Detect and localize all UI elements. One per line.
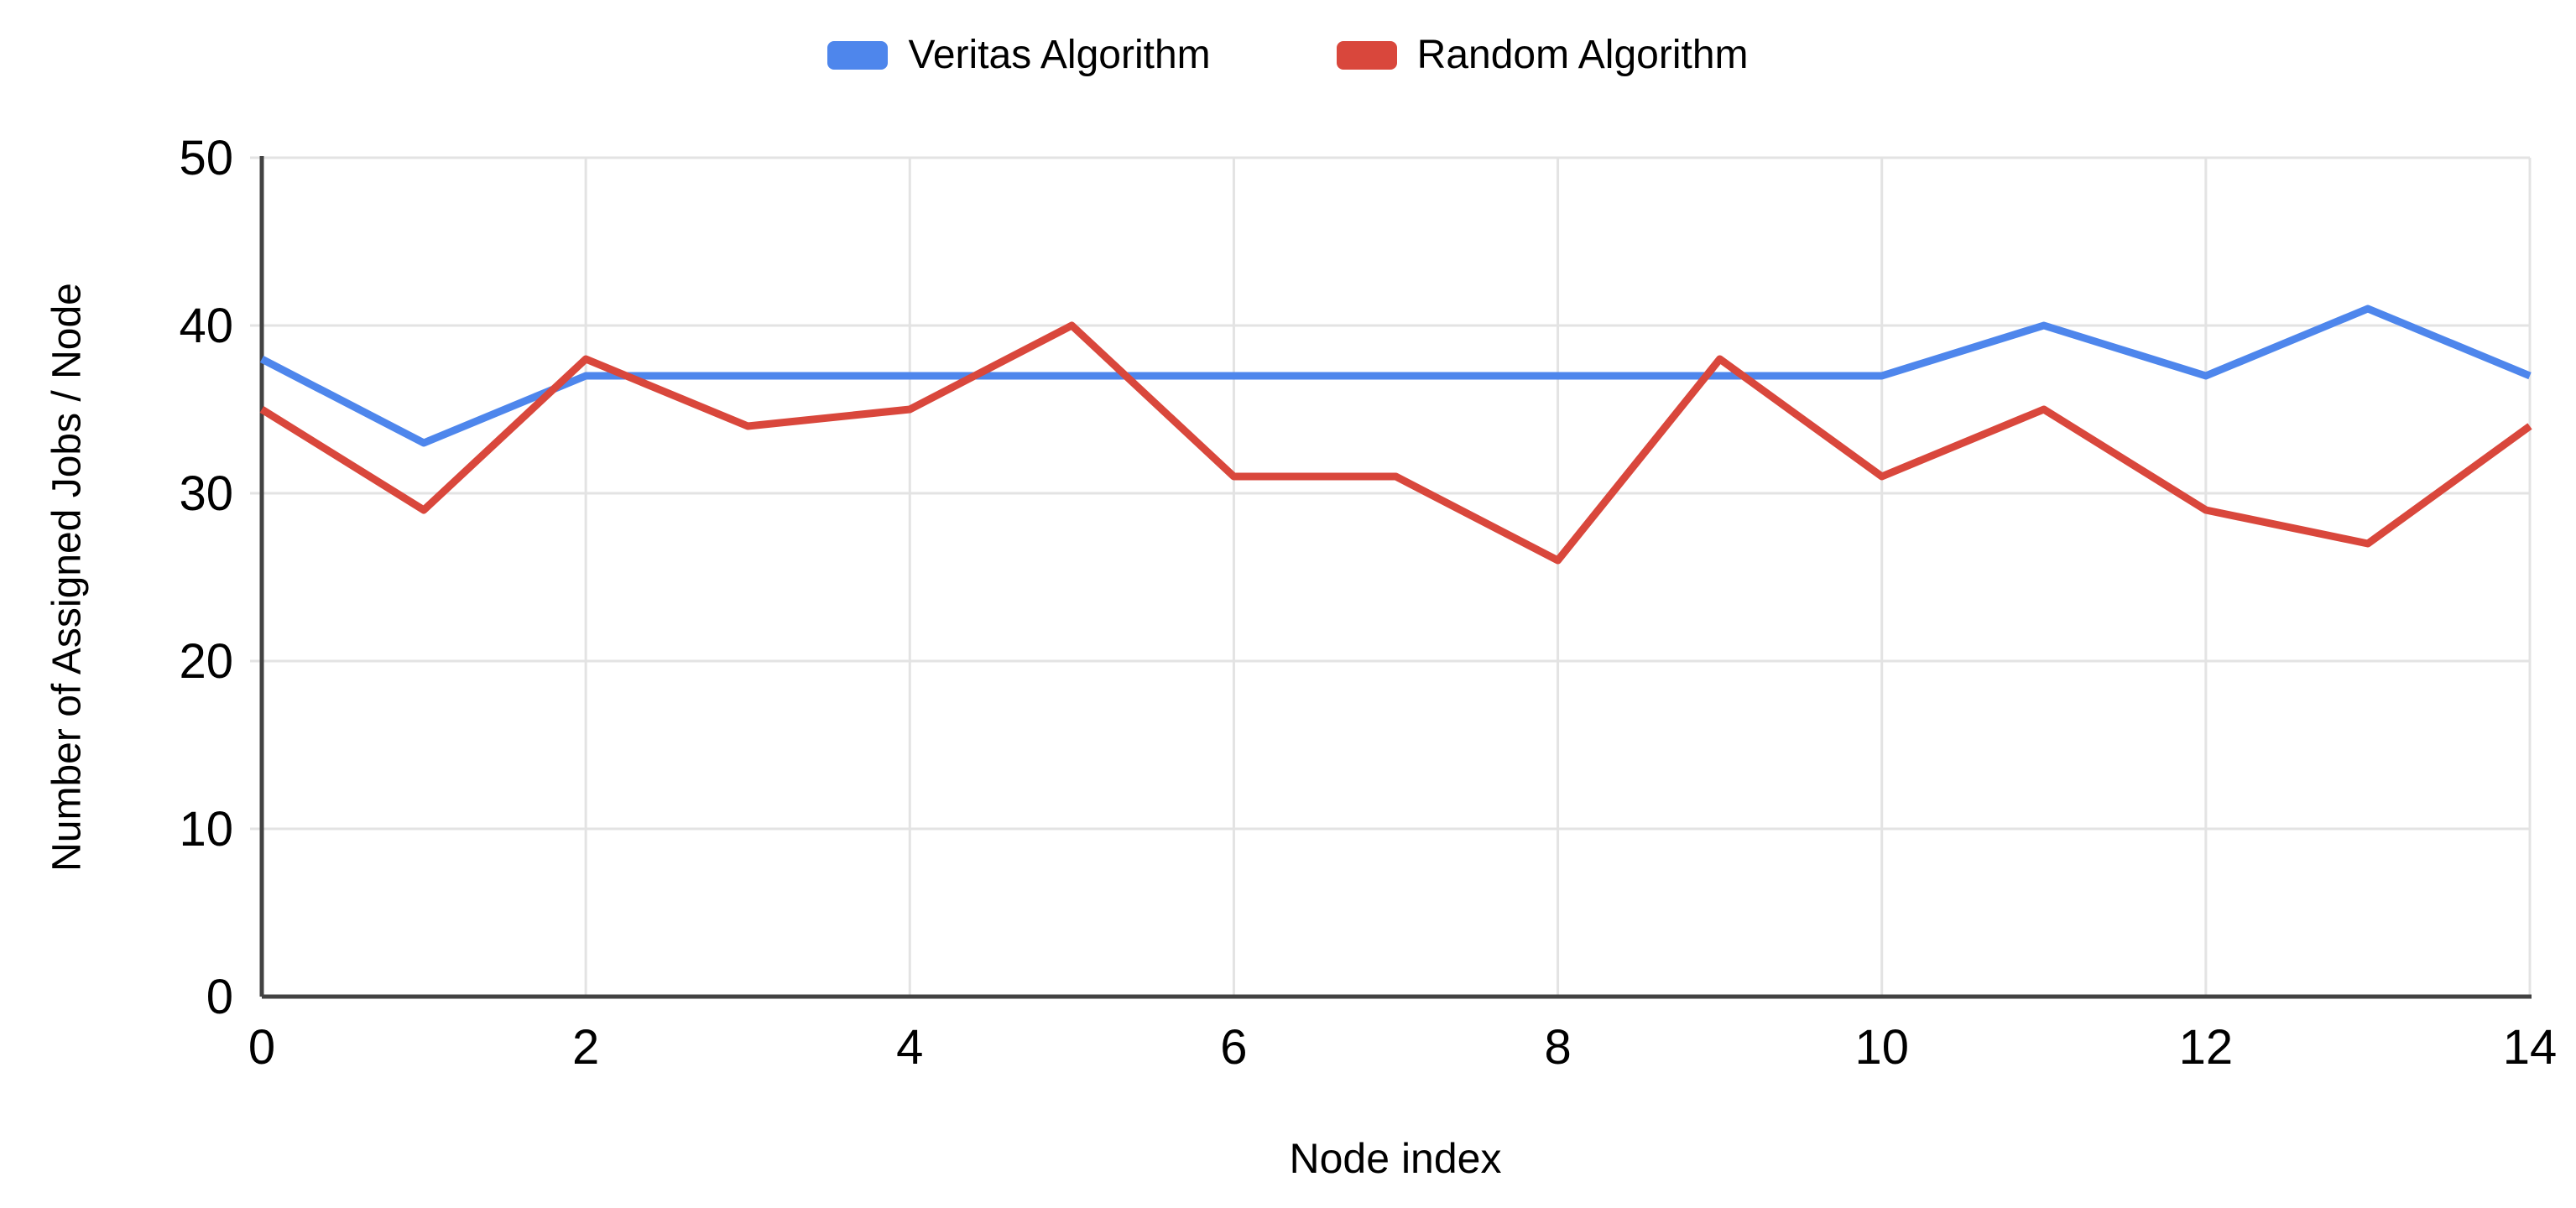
x-tick-label: 4 (896, 1020, 923, 1075)
x-tick-label: 8 (1544, 1020, 1571, 1075)
y-tick-label: 50 (179, 131, 233, 185)
series-line-veritas-algorithm (259, 305, 2532, 447)
legend-label-veritas: Veritas Algorithm (908, 33, 1211, 77)
legend-swatch-random (1336, 40, 1397, 70)
x-tick-label: 10 (1854, 1020, 1909, 1075)
x-tick-label: 12 (2179, 1020, 2234, 1075)
y-tick-label: 30 (179, 466, 233, 521)
x-tick-label: 2 (572, 1020, 599, 1075)
legend-label-random: Random Algorithm (1416, 33, 1749, 77)
legend-item-random: Random Algorithm (1336, 32, 1749, 78)
series-line-random-algorithm (259, 321, 2532, 565)
x-tick-label: 14 (2503, 1020, 2558, 1075)
legend-swatch-veritas (827, 40, 889, 70)
x-tick-label: 6 (1220, 1020, 1247, 1075)
y-tick-label: 40 (179, 299, 233, 353)
x-tick-label: 0 (248, 1020, 275, 1075)
legend-item-veritas: Veritas Algorithm (827, 32, 1211, 78)
y-tick-label: 10 (179, 802, 233, 857)
y-tick-label: 20 (179, 634, 233, 689)
y-tick-label: 0 (206, 970, 233, 1024)
x-axis-title: Node index (1289, 1135, 1502, 1182)
chart-legend: Veritas Algorithm Random Algorithm (0, 32, 2576, 78)
